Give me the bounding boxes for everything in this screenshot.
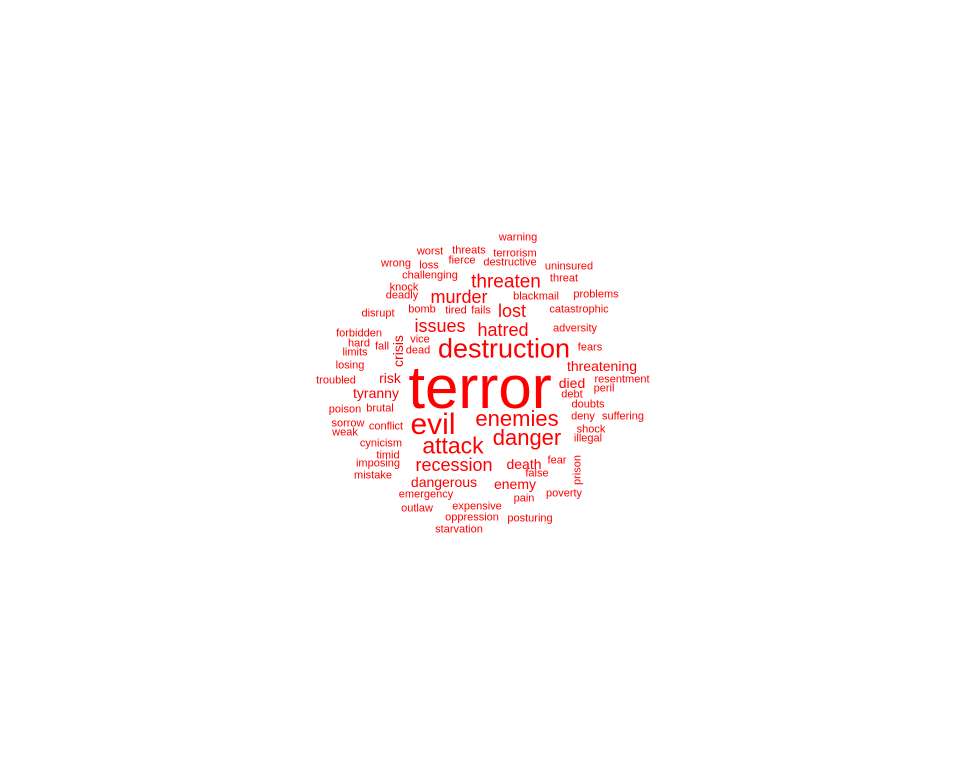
word-doubts: doubts bbox=[571, 398, 605, 411]
word-hard: hard bbox=[347, 337, 371, 350]
word-disrupt: disrupt bbox=[361, 307, 395, 320]
word-problems: problems bbox=[573, 288, 619, 301]
word-outlaw: outlaw bbox=[401, 502, 433, 515]
word-threaten: threaten bbox=[471, 271, 541, 293]
word-knock: knock bbox=[389, 281, 419, 294]
word-cynicism: cynicism bbox=[359, 437, 403, 450]
word-destruction: destruction bbox=[437, 333, 571, 364]
word-brutal: brutal bbox=[366, 402, 394, 415]
word-terror: terror bbox=[408, 354, 552, 421]
word-fall: fall bbox=[374, 340, 390, 353]
word-posturing: posturing bbox=[507, 512, 553, 525]
word-risk: risk bbox=[379, 370, 401, 386]
word-peril: peril bbox=[593, 382, 615, 395]
word-shock: shock bbox=[576, 423, 606, 436]
word-conflict: conflict bbox=[368, 420, 404, 433]
word-illegal: illegal bbox=[573, 432, 603, 445]
word-threat: threat bbox=[549, 272, 579, 285]
word-bomb: bomb bbox=[408, 303, 436, 316]
word-catastrophic: catastrophic bbox=[549, 303, 609, 316]
word-destructive: destructive bbox=[483, 256, 537, 269]
word-limits: limits bbox=[342, 346, 368, 359]
word-debt: debt bbox=[561, 388, 583, 401]
word-troubled: troubled bbox=[316, 374, 356, 387]
word-fears: fears bbox=[577, 341, 603, 354]
word-vice: vice bbox=[410, 333, 430, 346]
word-attack: attack bbox=[422, 432, 484, 459]
word-imposing: imposing bbox=[355, 457, 401, 470]
word-deny: deny bbox=[571, 410, 595, 423]
word-weak: weak bbox=[332, 426, 358, 439]
word-poverty: poverty bbox=[545, 487, 583, 500]
word-challenging: challenging bbox=[402, 269, 458, 282]
word-suffering: suffering bbox=[602, 410, 644, 423]
word-uninsured: uninsured bbox=[544, 260, 594, 273]
word-recession: recession bbox=[415, 455, 493, 475]
word-dead: dead bbox=[405, 344, 431, 357]
word-deadly: deadly bbox=[385, 289, 419, 302]
word-terrorism: terrorism bbox=[493, 247, 537, 260]
word-worst: worst bbox=[416, 245, 444, 258]
word-pain: pain bbox=[513, 492, 535, 505]
word-losing: losing bbox=[335, 359, 365, 372]
word-hatred: hatred bbox=[477, 320, 529, 340]
word-loss: loss bbox=[419, 259, 439, 272]
word-blackmail: blackmail bbox=[513, 290, 559, 303]
word-adversity: adversity bbox=[552, 322, 598, 335]
word-prison: prison bbox=[571, 455, 584, 485]
word-murder: murder bbox=[430, 287, 488, 307]
word-timid: timid bbox=[376, 449, 400, 462]
word-warning: warning bbox=[498, 231, 538, 244]
word-wrong: wrong bbox=[381, 257, 411, 270]
word-expensive: expensive bbox=[452, 500, 502, 513]
word-died: died bbox=[558, 375, 586, 391]
word-tired: tired bbox=[445, 304, 467, 317]
word-tyranny: tyranny bbox=[353, 385, 399, 401]
word-death: death bbox=[506, 456, 542, 472]
word-crisis: crisis bbox=[390, 335, 406, 367]
word-forbidden: forbidden bbox=[336, 327, 382, 340]
word-sorrow: sorrow bbox=[331, 417, 365, 430]
word-evil: evil bbox=[410, 408, 456, 441]
word-resentment: resentment bbox=[594, 373, 650, 386]
word-danger: danger bbox=[492, 425, 562, 450]
word-enemy: enemy bbox=[493, 476, 537, 492]
word-lost: lost bbox=[497, 301, 527, 321]
word-enemies: enemies bbox=[475, 406, 559, 431]
word-starvation: starvation bbox=[435, 523, 483, 536]
word-threatening: threatening bbox=[566, 358, 638, 374]
word-mistake: mistake bbox=[354, 469, 392, 482]
word-poison: poison bbox=[328, 403, 362, 416]
word-false: false bbox=[525, 467, 549, 480]
word-fierce: fierce bbox=[448, 254, 476, 267]
word-emergency: emergency bbox=[398, 488, 454, 501]
word-oppression: oppression bbox=[445, 511, 499, 524]
word-fear: fear bbox=[547, 454, 567, 467]
word-issues: issues bbox=[414, 316, 466, 336]
word-fails: fails bbox=[471, 304, 491, 317]
word-dangerous: dangerous bbox=[410, 474, 478, 490]
word-threats: threats bbox=[452, 244, 486, 257]
